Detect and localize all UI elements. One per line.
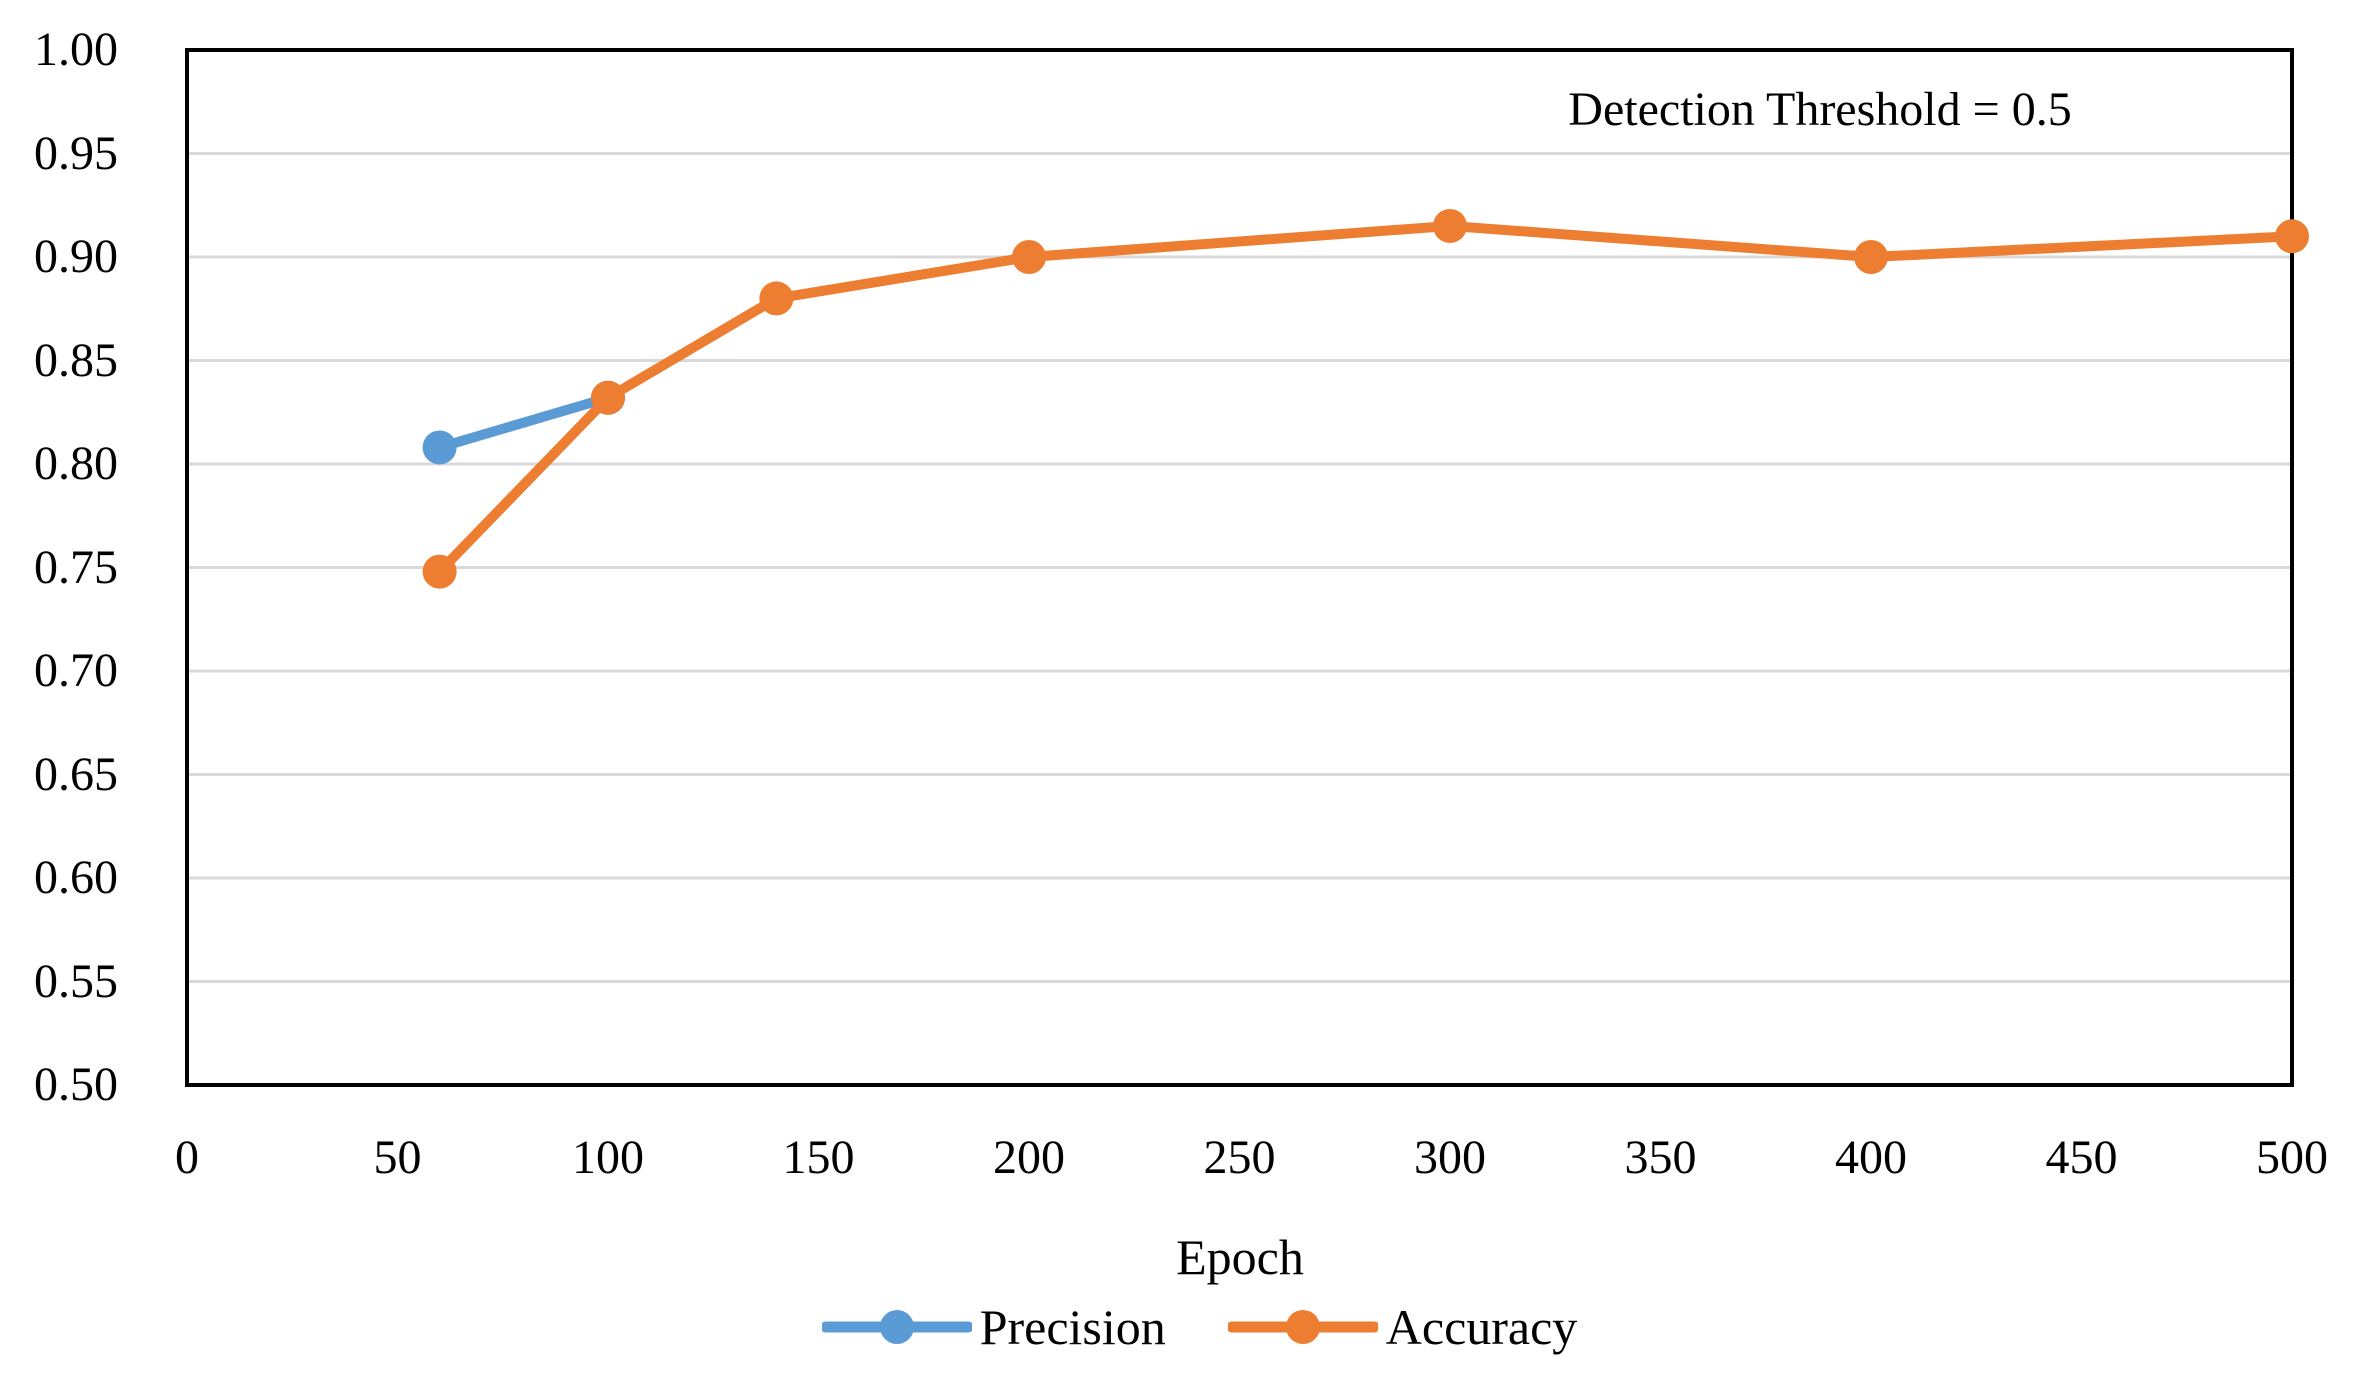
y-tick-label: 0.55 xyxy=(34,954,118,1008)
data-point-marker xyxy=(591,380,625,415)
data-point-marker xyxy=(422,430,457,465)
data-point-marker xyxy=(1854,240,1888,274)
x-tick-label: 150 xyxy=(782,1131,855,1184)
y-tick-label: 0.90 xyxy=(34,230,118,283)
x-axis-title: Epoch xyxy=(1176,1229,1304,1285)
legend-label-accuracy: Accuracy xyxy=(1385,1299,1578,1355)
y-tick-label: 1.00 xyxy=(34,23,118,76)
y-tick-label: 0.65 xyxy=(34,747,118,801)
y-tick-label: 0.75 xyxy=(34,540,118,594)
x-tick-label: 450 xyxy=(2045,1131,2118,1184)
y-tick-label: 0.85 xyxy=(34,333,118,387)
data-point-marker xyxy=(1012,240,1046,274)
x-tick-label: 400 xyxy=(1835,1131,1907,1184)
x-tick-label: 500 xyxy=(2256,1131,2328,1184)
accuracy-series-marker-icon xyxy=(1227,1310,1378,1344)
precision-line xyxy=(434,392,613,453)
y-tick-label: 0.50 xyxy=(34,1058,118,1111)
x-tick-label: 50 xyxy=(373,1131,422,1184)
data-point-marker xyxy=(422,554,457,589)
legend-item-accuracy: Accuracy xyxy=(1227,1299,1578,1355)
x-tick-label: 0 xyxy=(175,1131,199,1184)
x-tick-label: 200 xyxy=(993,1131,1065,1184)
y-tick-label: 0.70 xyxy=(34,644,118,697)
legend-label-precision: Precision xyxy=(979,1299,1166,1355)
y-tick-label: 0.80 xyxy=(34,437,118,490)
x-tick-label: 300 xyxy=(1414,1131,1486,1184)
accuracy-line xyxy=(434,220,2297,577)
legend-item-precision: Precision xyxy=(821,1299,1166,1355)
y-tick-label: 0.95 xyxy=(34,126,118,180)
plot-border xyxy=(185,48,2294,1087)
precision-series-marker-icon xyxy=(821,1310,972,1344)
data-point-marker xyxy=(1433,208,1467,243)
accuracy-series xyxy=(422,208,2309,589)
x-tick-label: 250 xyxy=(1203,1131,1276,1184)
chart-legend: Precision Accuracy xyxy=(0,1294,2357,1360)
data-point-marker xyxy=(2275,219,2309,254)
x-tick-label: 100 xyxy=(572,1131,644,1184)
detection-threshold-annotation: Detection Threshold = 0.5 xyxy=(1568,83,2072,136)
data-point-marker xyxy=(759,281,794,316)
y-tick-label: 0.60 xyxy=(34,851,118,904)
x-tick-label: 350 xyxy=(1624,1131,1697,1184)
